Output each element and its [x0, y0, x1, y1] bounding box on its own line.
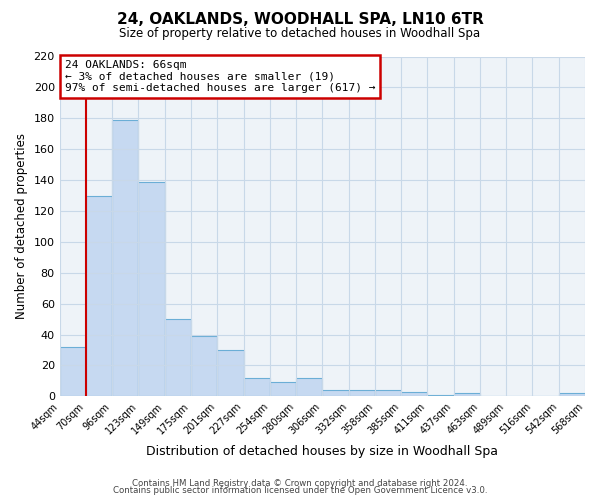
Text: Contains public sector information licensed under the Open Government Licence v3: Contains public sector information licen…	[113, 486, 487, 495]
Bar	[559, 393, 585, 396]
Bar	[322, 390, 349, 396]
Y-axis label: Number of detached properties: Number of detached properties	[15, 134, 28, 320]
Bar	[139, 182, 165, 396]
Bar	[59, 347, 86, 397]
X-axis label: Distribution of detached houses by size in Woodhall Spa: Distribution of detached houses by size …	[146, 444, 499, 458]
Bar	[217, 350, 244, 397]
Bar	[454, 393, 480, 396]
Bar	[296, 378, 322, 396]
Bar	[375, 390, 401, 396]
Bar	[191, 336, 217, 396]
Bar	[165, 319, 191, 396]
Text: Size of property relative to detached houses in Woodhall Spa: Size of property relative to detached ho…	[119, 28, 481, 40]
Bar	[86, 196, 112, 396]
Bar	[112, 120, 139, 396]
Bar	[401, 392, 427, 396]
Bar	[270, 382, 296, 396]
Text: Contains HM Land Registry data © Crown copyright and database right 2024.: Contains HM Land Registry data © Crown c…	[132, 478, 468, 488]
Text: 24 OAKLANDS: 66sqm
← 3% of detached houses are smaller (19)
97% of semi-detached: 24 OAKLANDS: 66sqm ← 3% of detached hous…	[65, 60, 376, 93]
Bar	[427, 395, 454, 396]
Text: 24, OAKLANDS, WOODHALL SPA, LN10 6TR: 24, OAKLANDS, WOODHALL SPA, LN10 6TR	[116, 12, 484, 28]
Bar	[244, 378, 270, 396]
Bar	[349, 390, 375, 396]
